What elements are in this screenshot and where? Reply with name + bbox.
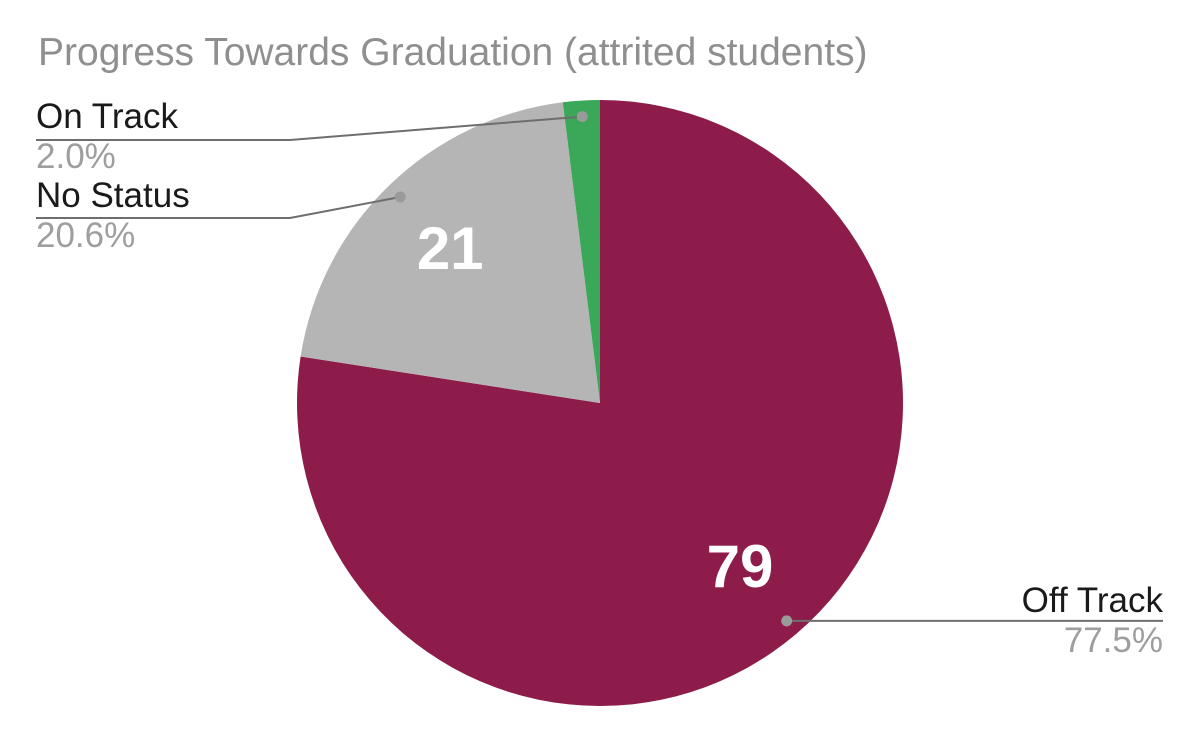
slice-value-off-track: 79	[707, 533, 774, 600]
leader-dot-on-track	[576, 111, 588, 123]
callout-on-track-percent: 2.0%	[36, 137, 116, 176]
chart-title: Progress Towards Graduation (attrited st…	[38, 31, 868, 74]
leader-line-on-track	[36, 115, 583, 141]
callout-on-track: On Track 2.0%	[36, 97, 178, 177]
pie-slice-off-track[interactable]	[297, 100, 904, 707]
callout-off-track-label: Off Track	[1021, 581, 1163, 620]
pie-slice-on-track[interactable]	[562, 100, 600, 403]
callout-off-track: Off Track 77.5%	[1022, 581, 1163, 661]
slice-value-no-status: 21	[417, 215, 484, 282]
callout-no-status-percent: 20.6%	[36, 216, 136, 255]
callout-no-status: No Status 20.6%	[36, 176, 190, 256]
callout-on-track-label: On Track	[36, 97, 178, 136]
leader-dot-no-status	[394, 191, 406, 203]
pie-slice-no-status[interactable]	[300, 102, 600, 404]
leader-dot-off-track	[781, 615, 793, 627]
callout-no-status-label: No Status	[36, 176, 190, 215]
leader-line-no-status	[36, 196, 401, 219]
callout-off-track-percent: 77.5%	[1063, 621, 1163, 660]
